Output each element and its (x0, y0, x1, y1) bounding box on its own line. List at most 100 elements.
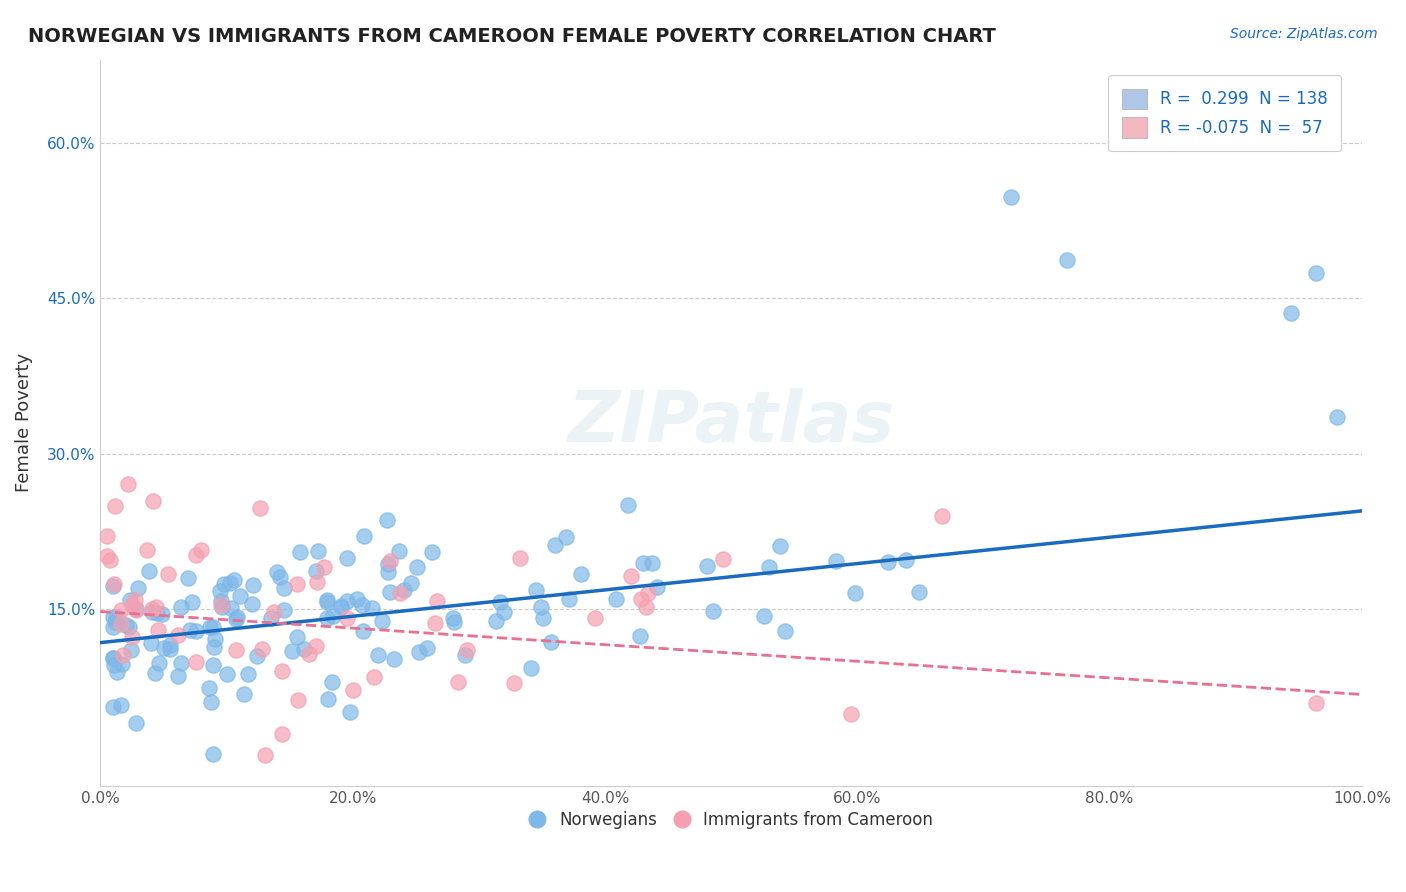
Point (492, 606, 515, 620)
Text: NORWEGIAN VS IMMIGRANTS FROM CAMEROON FEMALE POVERTY CORRELATION CHART: NORWEGIAN VS IMMIGRANTS FROM CAMEROON FE… (28, 27, 995, 45)
Point (202, 640, 225, 655)
Point (569, 567, 592, 582)
Point (503, 676, 526, 690)
Point (254, 747, 277, 762)
Point (524, 583, 547, 598)
Point (336, 594, 359, 608)
Point (125, 601, 148, 615)
Point (533, 611, 555, 625)
Point (176, 571, 198, 585)
Point (204, 632, 226, 647)
Point (370, 614, 392, 628)
Point (908, 585, 931, 599)
Point (758, 560, 780, 574)
Point (145, 600, 167, 615)
Point (135, 543, 157, 558)
Point (104, 500, 127, 514)
Point (346, 592, 368, 607)
Point (544, 538, 567, 552)
Point (148, 656, 170, 670)
Point (315, 611, 337, 625)
Point (200, 695, 222, 709)
Point (339, 705, 361, 719)
Point (641, 556, 664, 570)
Point (399, 575, 422, 590)
Point (287, 577, 309, 591)
Point (485, 615, 508, 629)
Point (201, 620, 224, 634)
Point (628, 629, 651, 643)
Point (148, 623, 170, 637)
Point (877, 555, 900, 569)
Point (631, 556, 654, 570)
Point (159, 638, 181, 652)
Point (103, 576, 125, 591)
Point (110, 698, 132, 712)
Point (141, 605, 163, 619)
Point (236, 666, 259, 681)
Point (249, 500, 271, 515)
Point (98, 552, 121, 566)
Point (329, 599, 352, 613)
Point (447, 675, 470, 690)
Point (166, 628, 188, 642)
Point (287, 692, 309, 706)
Point (713, 551, 735, 566)
Point (696, 559, 718, 574)
Point (139, 636, 162, 650)
Point (242, 578, 264, 592)
Point (111, 657, 134, 672)
Point (361, 601, 384, 615)
Point (509, 551, 531, 566)
Point (110, 602, 132, 616)
Point (127, 581, 149, 595)
Point (186, 624, 208, 639)
Point (190, 542, 212, 557)
Point (605, 591, 627, 606)
Point (392, 582, 415, 597)
Point (125, 715, 148, 730)
Point (316, 595, 339, 609)
Point (388, 586, 411, 600)
Point (844, 586, 866, 600)
Point (125, 603, 148, 617)
Point (269, 570, 291, 584)
Point (377, 558, 399, 572)
Point (141, 601, 163, 615)
Point (1000, 189, 1022, 203)
Point (120, 643, 142, 657)
Point (307, 544, 329, 558)
Point (219, 601, 242, 615)
Point (240, 597, 263, 611)
Point (138, 564, 160, 578)
Point (637, 586, 659, 600)
Point (169, 599, 191, 614)
Text: Source: ZipAtlas.com: Source: ZipAtlas.com (1230, 27, 1378, 41)
Point (1279, 306, 1302, 320)
Point (558, 591, 581, 606)
Point (146, 607, 169, 621)
Point (121, 630, 143, 644)
Point (271, 664, 294, 678)
Point (232, 687, 254, 701)
Point (104, 609, 127, 624)
Point (224, 573, 246, 587)
Point (120, 593, 142, 607)
Point (1305, 696, 1327, 710)
Point (350, 598, 373, 612)
Point (124, 593, 146, 607)
Point (441, 610, 464, 624)
Point (142, 493, 165, 508)
Point (321, 675, 343, 690)
Point (226, 610, 249, 624)
Point (225, 643, 247, 657)
Y-axis label: Female Poverty: Female Poverty (15, 353, 32, 492)
Point (305, 564, 328, 578)
Point (273, 581, 295, 595)
Point (292, 642, 315, 657)
Point (367, 648, 389, 663)
Point (322, 609, 344, 624)
Legend: Norwegians, Immigrants from Cameroon: Norwegians, Immigrants from Cameroon (522, 805, 941, 836)
Point (423, 616, 446, 631)
Point (252, 642, 274, 657)
